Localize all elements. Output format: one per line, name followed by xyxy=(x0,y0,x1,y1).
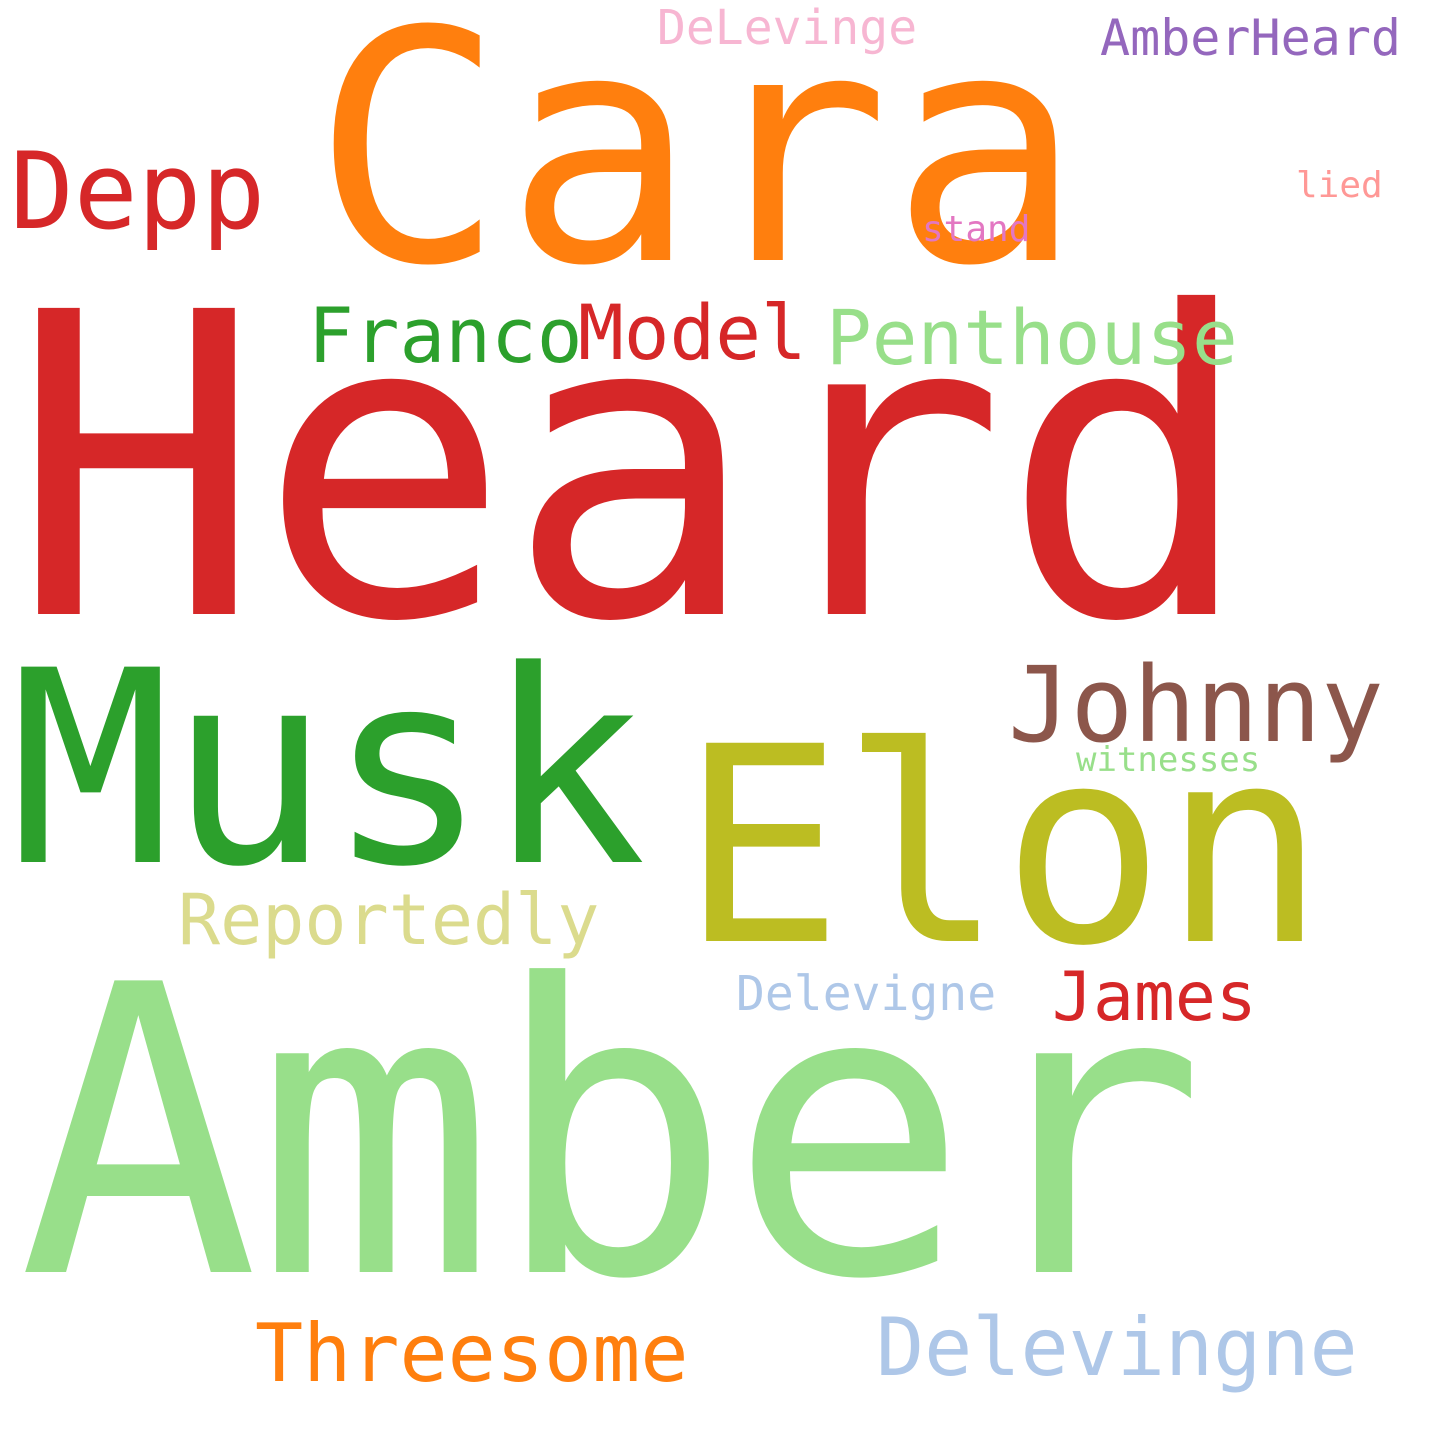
word-threesome: Threesome xyxy=(255,1307,689,1400)
word-depp: Depp xyxy=(10,130,266,253)
word-penthouse: Penthouse xyxy=(826,293,1238,382)
word-delevinge: DeLevinge xyxy=(657,0,918,56)
word-stand: stand xyxy=(922,209,1031,250)
word-witnesses: witnesses xyxy=(1076,740,1261,780)
word-franco: Franco xyxy=(308,291,583,380)
word-cara: Cara xyxy=(312,0,1083,336)
word-delevingne: Delevingne xyxy=(876,1301,1358,1394)
word-james: James xyxy=(1052,958,1257,1037)
word-amberheard: AmberHeard xyxy=(1100,9,1402,67)
word-elon: Elon xyxy=(680,690,1326,1006)
word-johnny: Johnny xyxy=(1008,644,1384,766)
word-delevigne: Delevigne xyxy=(736,966,997,1022)
word-model: Model xyxy=(578,288,807,377)
word-musk: Musk xyxy=(10,614,646,926)
word-lied: lied xyxy=(1296,165,1383,206)
word-heard: Heard xyxy=(10,225,1254,714)
word-amber: Amber xyxy=(18,902,1206,1367)
word-reportedly: Reportedly xyxy=(178,879,600,961)
